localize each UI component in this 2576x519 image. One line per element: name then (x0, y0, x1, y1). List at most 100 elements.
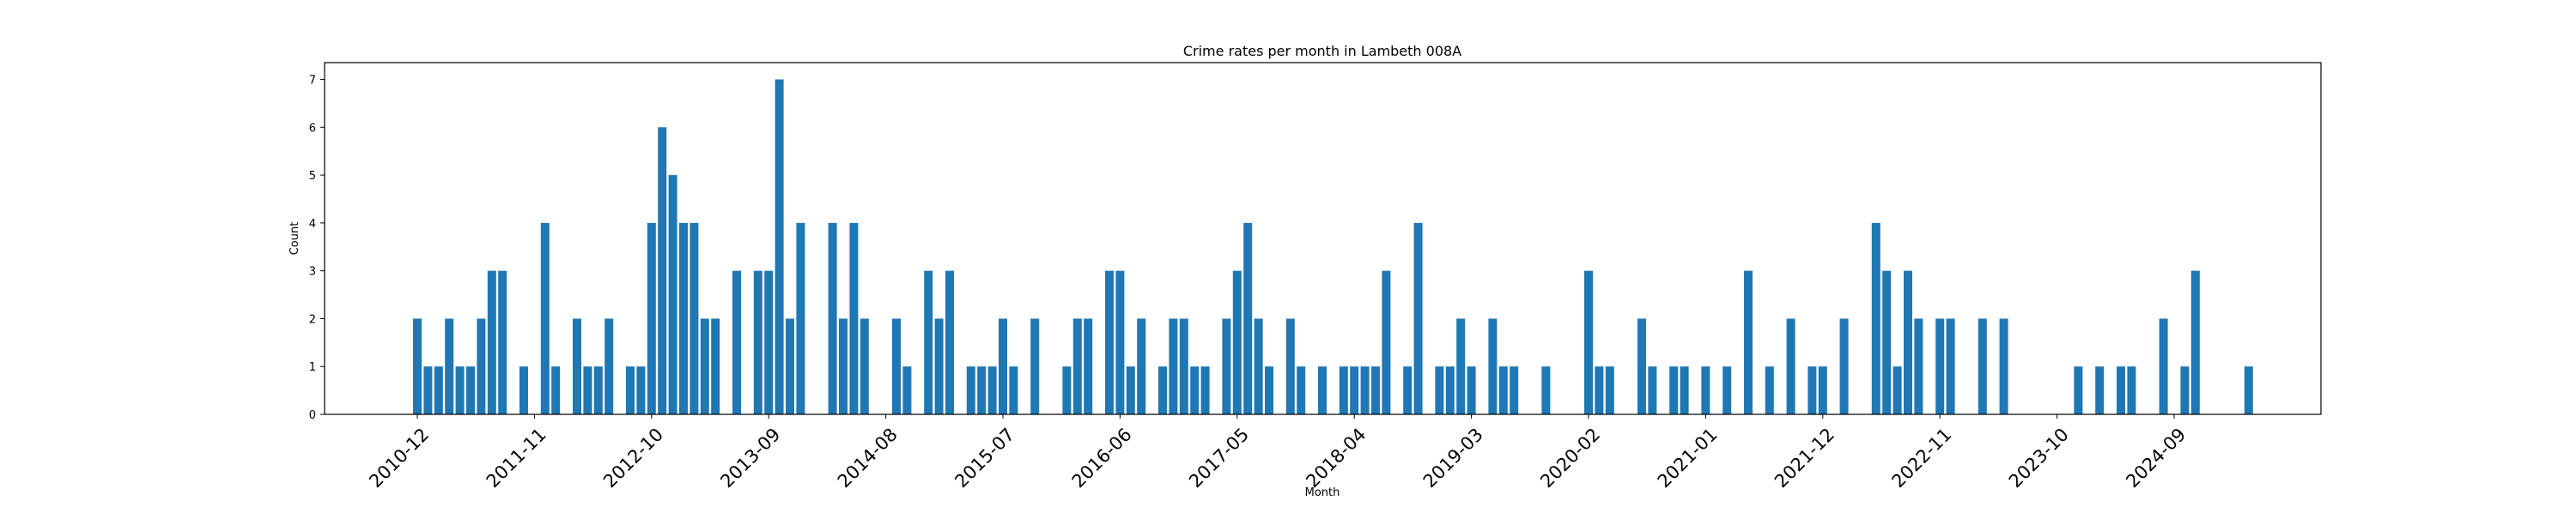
bar (434, 366, 443, 414)
bar (1839, 318, 1849, 414)
y-tick-label: 1 (309, 361, 316, 374)
bar (1680, 366, 1689, 414)
bar (1190, 366, 1200, 414)
bar (658, 127, 667, 414)
bar (1722, 366, 1732, 414)
bar (1158, 366, 1167, 414)
bar (1893, 366, 1902, 414)
bar (636, 366, 646, 414)
bar (1935, 318, 1945, 414)
bar (1265, 366, 1273, 414)
y-tick-label: 7 (309, 75, 316, 88)
bar (1744, 270, 1753, 414)
bar (1072, 318, 1082, 414)
bar (1179, 318, 1188, 414)
bar (1669, 366, 1679, 414)
bar (690, 222, 699, 414)
bar (551, 366, 561, 414)
y-tick-label: 0 (309, 409, 316, 422)
bar (573, 318, 581, 414)
bar (2190, 270, 2200, 414)
bar (1488, 318, 1498, 414)
bar (498, 270, 507, 414)
bar (892, 318, 901, 414)
bar (1371, 366, 1380, 414)
bar (1413, 222, 1423, 414)
bar (626, 366, 635, 414)
x-axis-label: Month (1305, 486, 1340, 499)
bar (2117, 366, 2125, 414)
bar (1786, 318, 1795, 414)
bar (2074, 366, 2083, 414)
bar (1200, 366, 1210, 414)
bar (1115, 270, 1125, 414)
bar (605, 318, 614, 414)
y-tick-label: 4 (309, 218, 316, 231)
y-tick-label: 5 (309, 170, 316, 183)
y-tick-label: 2 (309, 313, 316, 326)
bar (1541, 366, 1551, 414)
bar (1297, 366, 1306, 414)
bar (1084, 318, 1093, 414)
bar (1818, 366, 1827, 414)
chart-title: Crime rates per month in Lambeth 008A (1183, 43, 1461, 59)
bar (1285, 318, 1295, 414)
bar (583, 366, 592, 414)
bar (1871, 222, 1880, 414)
bar (1595, 366, 1604, 414)
bar (1637, 318, 1646, 414)
bar (519, 366, 528, 414)
bar (1137, 318, 1146, 414)
plot-area-frame (324, 62, 2322, 415)
bar (1456, 318, 1466, 414)
bar (945, 270, 954, 414)
bar (1009, 366, 1018, 414)
bar (732, 270, 741, 414)
bar (1978, 318, 1987, 414)
bar (2159, 318, 2168, 414)
bar (1254, 318, 1263, 414)
bar (1169, 318, 1178, 414)
bar (902, 366, 912, 414)
bar (1605, 366, 1614, 414)
bar (1584, 270, 1593, 414)
bar (977, 366, 987, 414)
bar (1360, 366, 1370, 414)
bar (1498, 366, 1508, 414)
bar (1510, 366, 1519, 414)
bars-layer (413, 79, 2253, 415)
bar (1105, 270, 1114, 414)
bar (1701, 366, 1710, 414)
bar (1318, 366, 1327, 414)
bar (1126, 366, 1135, 414)
bar (987, 366, 997, 414)
bar (1999, 318, 2008, 414)
y-tick-label: 6 (309, 122, 316, 135)
bar (413, 318, 422, 414)
bar (1435, 366, 1444, 414)
bar (1914, 318, 1923, 414)
bar (786, 318, 794, 414)
bar (1445, 366, 1455, 414)
bar (477, 318, 486, 414)
bar (679, 222, 688, 414)
bar (445, 318, 454, 414)
bar (466, 366, 475, 414)
bar (1243, 222, 1253, 414)
bar (934, 318, 944, 414)
bar (753, 270, 762, 414)
bar (1648, 366, 1657, 414)
bar (1765, 366, 1774, 414)
bar (1807, 366, 1817, 414)
bar (1382, 270, 1391, 414)
bar (2180, 366, 2190, 414)
bar (455, 366, 465, 414)
bar (764, 270, 774, 414)
bar (1882, 270, 1892, 414)
y-axis: 0 1 2 3 4 5 6 7 (309, 75, 325, 422)
bar (966, 366, 975, 414)
bar (1030, 318, 1040, 414)
